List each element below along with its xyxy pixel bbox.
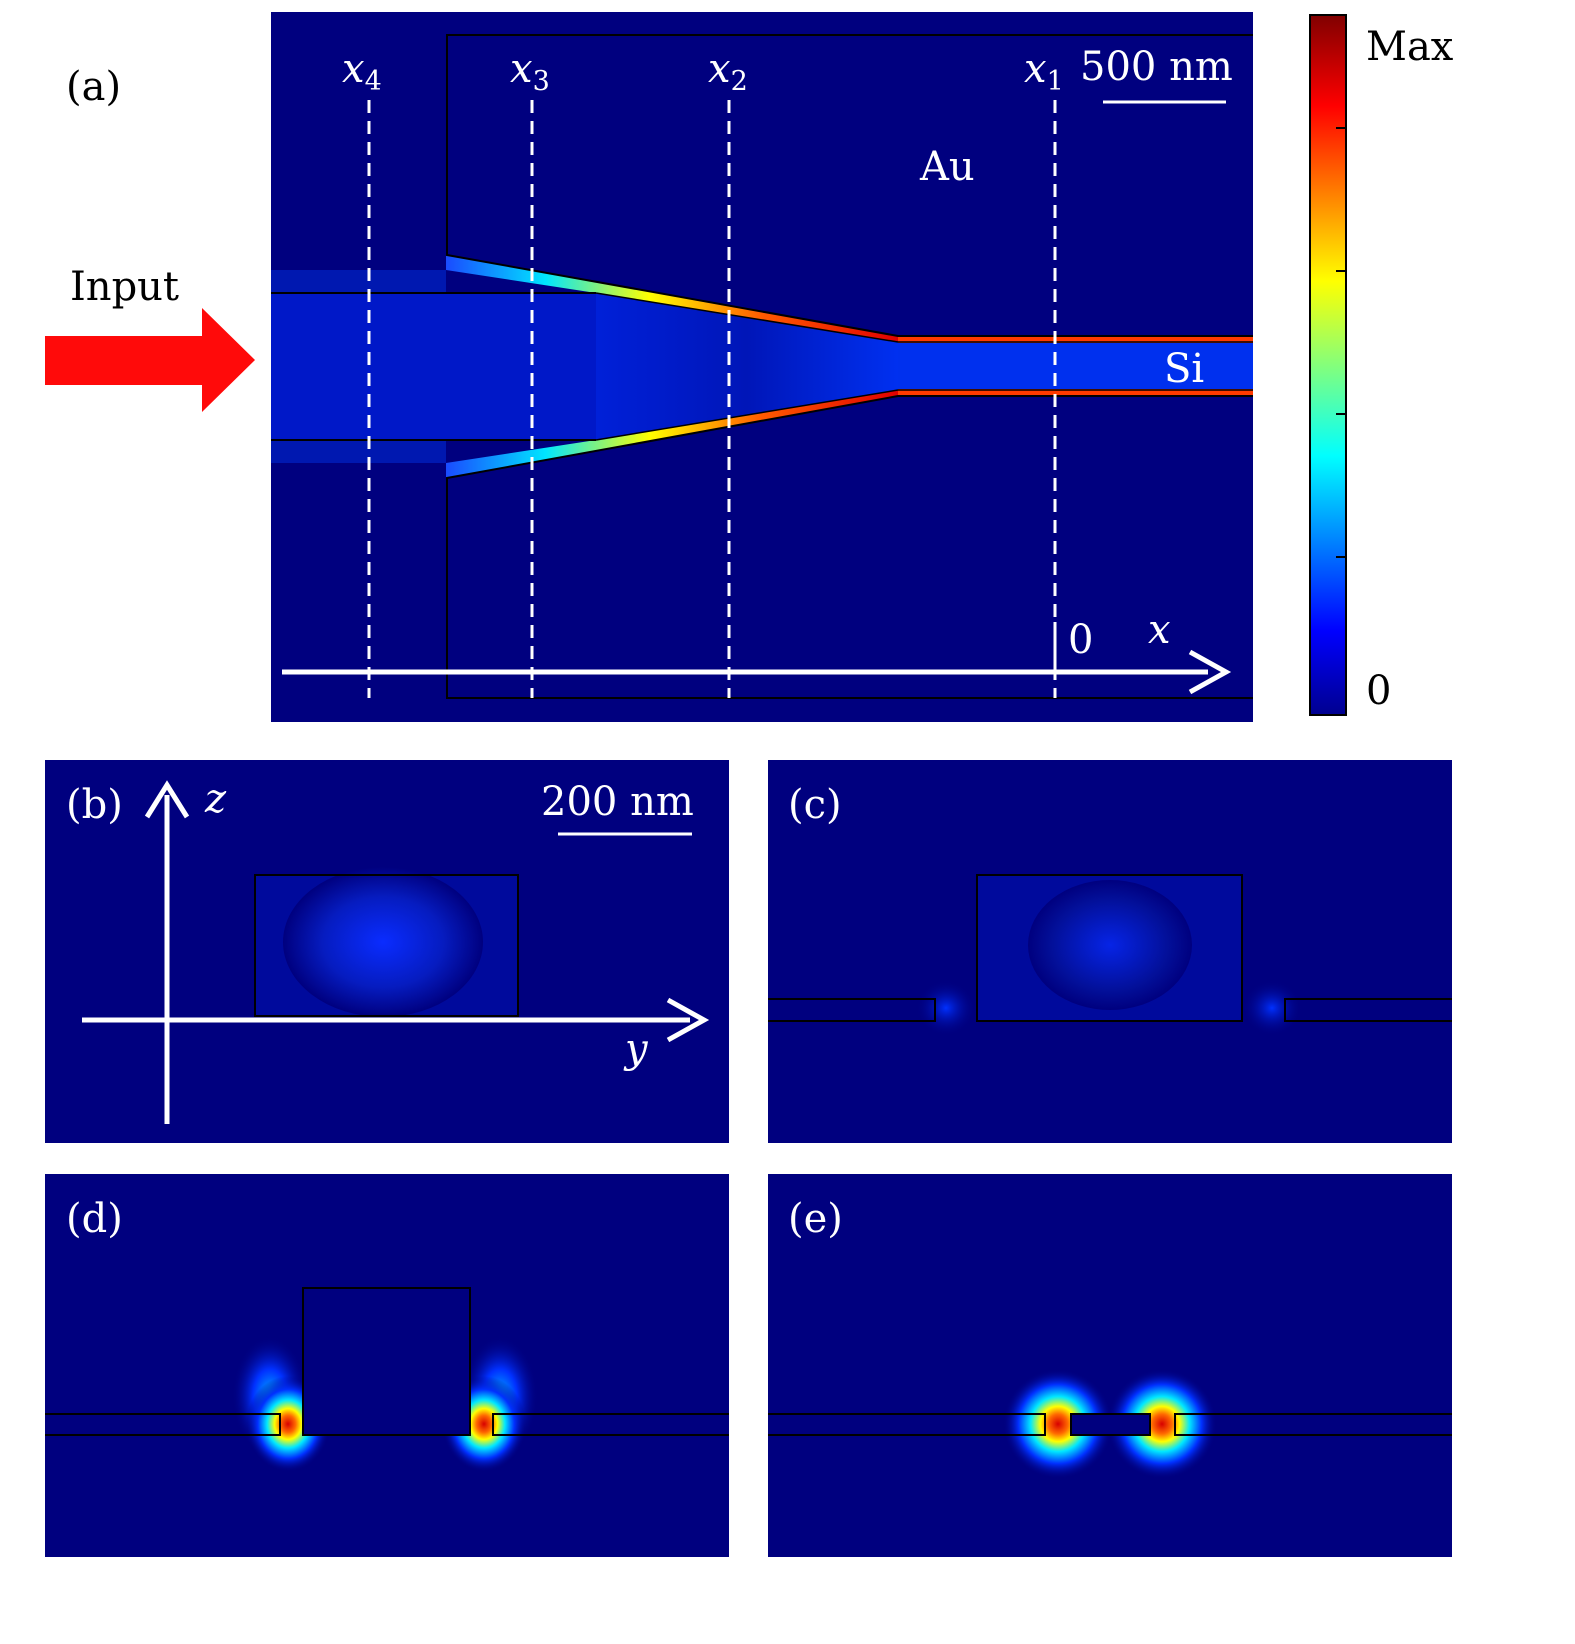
z-axis-label: z <box>204 776 227 822</box>
hotspot-c-right <box>1242 980 1302 1036</box>
scale-bar-a-label: 500 nm <box>1080 44 1233 90</box>
field-glow-bottom-left <box>271 440 446 463</box>
scale-bar-b-label: 200 nm <box>541 779 694 825</box>
mode-profile-b <box>283 867 483 1017</box>
colorbar: Max 0 <box>1309 14 1454 716</box>
au-film-d-left <box>45 1413 281 1436</box>
panel-c-label: (c) <box>788 782 842 828</box>
cut-label-x1: x1 <box>1024 46 1064 97</box>
colorbar-gradient <box>1309 14 1347 716</box>
si-wide-waveguide <box>271 293 596 440</box>
field-glow-top-left <box>271 270 446 293</box>
z-axis-arrowhead-icon <box>144 780 190 819</box>
si-narrow-waveguide <box>898 342 1253 390</box>
si-label: Si <box>1164 346 1204 392</box>
input-label: Input <box>70 264 179 310</box>
au-label: Au <box>919 144 975 190</box>
panel-b: (b) z y 200 nm <box>45 760 729 1143</box>
panel-d-label: (d) <box>66 1196 123 1242</box>
panel-e: (e) <box>768 1174 1452 1557</box>
au-outline-bottom <box>446 395 1253 699</box>
colorbar-min-label: 0 <box>1366 668 1391 714</box>
colorbar-max-label: Max <box>1366 24 1454 70</box>
field-gap-bottom <box>446 390 898 478</box>
field-gap-top <box>446 255 898 342</box>
panel-a: (a) Input x4 x3 x2 x1 <box>45 12 1253 722</box>
mode-profile-c <box>1028 880 1192 1010</box>
hotspot-e-right <box>1107 1369 1217 1479</box>
x-axis-origin-label: 0 <box>1068 617 1093 663</box>
panel-d: (d) <box>45 1174 729 1557</box>
au-film-c-left <box>768 998 936 1022</box>
si-core-outline-d <box>302 1287 471 1436</box>
field-gap-narrow-bottom <box>898 389 1253 396</box>
si-taper-edge-bottom <box>595 389 899 441</box>
panel-b-label: (b) <box>66 782 123 828</box>
au-film-d-right <box>492 1413 729 1436</box>
cut-label-x2: x2 <box>708 46 748 97</box>
si-taper-edge-top <box>595 292 899 343</box>
hotspot-c-left <box>916 980 976 1036</box>
si-core-outline-e <box>1070 1413 1151 1436</box>
au-film-e-left <box>768 1413 1046 1436</box>
si-core-d <box>303 1288 470 1435</box>
y-axis-label: y <box>623 1026 649 1072</box>
cut-label-x4: x4 <box>342 46 382 97</box>
y-axis-arrowhead-icon <box>666 997 710 1043</box>
field-map-e <box>768 1174 1452 1557</box>
si-core-outline-c <box>976 874 1243 1022</box>
si-core-outline-b <box>254 874 519 1017</box>
hotspot-e-left <box>1003 1369 1113 1479</box>
au-outline-top <box>446 34 1253 337</box>
field-gap-narrow-top <box>898 336 1253 343</box>
panel-c: (c) <box>768 760 1452 1143</box>
x-axis-label: x <box>1148 607 1171 653</box>
cut-label-x3: x3 <box>510 46 550 97</box>
panel-a-label: (a) <box>66 64 121 110</box>
au-film-c-right <box>1284 998 1452 1022</box>
si-core-e <box>1071 1414 1150 1435</box>
input-arrow-icon <box>45 308 255 412</box>
au-film-e-right <box>1174 1413 1452 1436</box>
x-axis-arrowhead-icon <box>1188 649 1232 695</box>
panel-e-label: (e) <box>788 1196 843 1242</box>
